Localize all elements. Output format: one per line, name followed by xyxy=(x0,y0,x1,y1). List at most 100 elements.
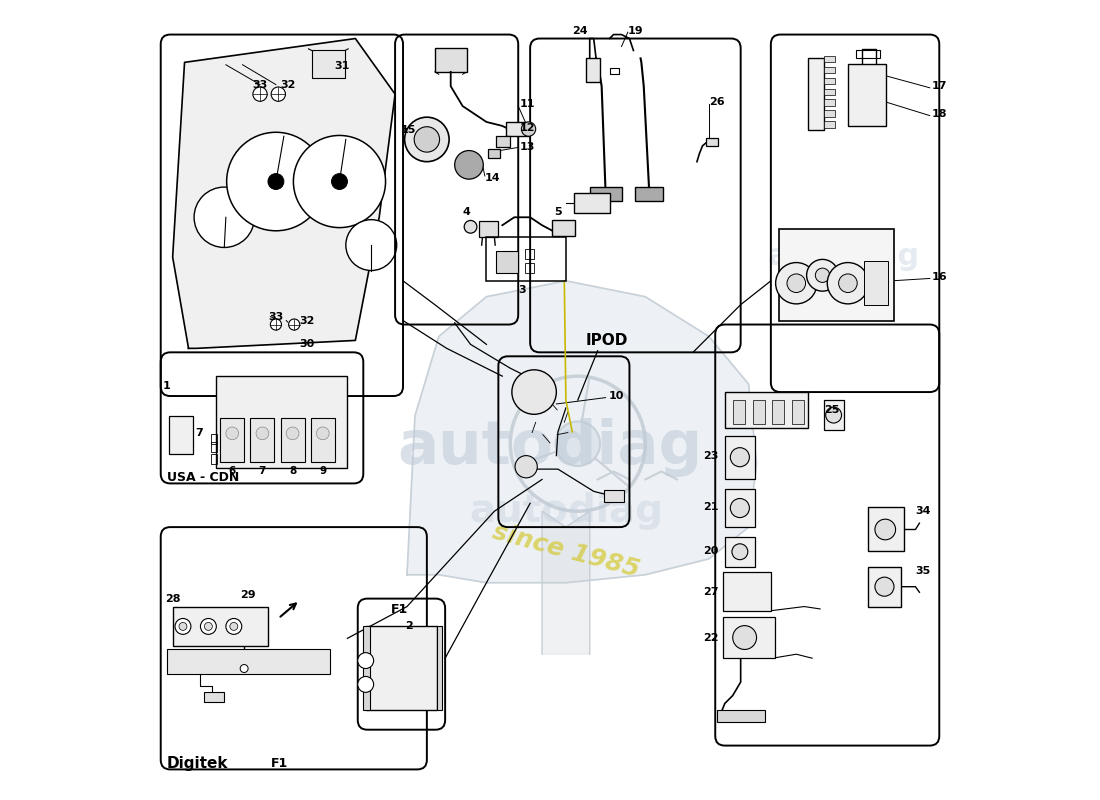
Bar xyxy=(772,400,784,424)
Bar xyxy=(173,606,268,646)
Bar xyxy=(506,122,529,136)
Circle shape xyxy=(730,448,749,466)
Text: autodiag: autodiag xyxy=(397,418,703,477)
Bar xyxy=(752,400,764,424)
Bar xyxy=(280,418,305,462)
Bar xyxy=(205,692,224,702)
Bar xyxy=(856,50,880,58)
Circle shape xyxy=(200,618,217,634)
Bar xyxy=(211,442,217,452)
Circle shape xyxy=(454,150,483,179)
Circle shape xyxy=(358,653,374,669)
Text: 29: 29 xyxy=(240,590,256,600)
Bar xyxy=(725,436,755,479)
Bar xyxy=(590,187,621,202)
Text: 16: 16 xyxy=(932,272,947,282)
Circle shape xyxy=(464,221,477,233)
Bar xyxy=(552,221,574,236)
Circle shape xyxy=(286,427,299,440)
Circle shape xyxy=(268,174,284,190)
Bar xyxy=(868,507,903,551)
Polygon shape xyxy=(407,281,757,582)
Circle shape xyxy=(194,187,254,247)
Bar xyxy=(488,149,499,158)
Text: 30: 30 xyxy=(300,339,315,350)
Circle shape xyxy=(226,427,239,440)
Circle shape xyxy=(874,519,895,540)
Circle shape xyxy=(730,498,749,518)
Bar xyxy=(792,400,804,424)
Text: 33: 33 xyxy=(253,80,268,90)
Text: 2: 2 xyxy=(405,622,412,631)
Text: F1: F1 xyxy=(390,603,408,616)
Circle shape xyxy=(240,665,249,673)
Bar xyxy=(167,649,330,674)
Bar xyxy=(733,400,745,424)
Circle shape xyxy=(733,626,757,650)
Bar xyxy=(725,537,755,567)
Bar xyxy=(496,250,518,273)
Text: 1: 1 xyxy=(163,381,170,390)
Text: 7: 7 xyxy=(195,428,202,438)
Text: autodiag: autodiag xyxy=(469,492,663,530)
Bar xyxy=(824,110,835,117)
Bar xyxy=(251,418,274,462)
Bar xyxy=(217,376,348,467)
Bar xyxy=(824,400,844,430)
Circle shape xyxy=(815,268,829,282)
Text: 4: 4 xyxy=(463,206,471,217)
Text: 34: 34 xyxy=(915,506,931,516)
Circle shape xyxy=(776,262,817,304)
Text: 8: 8 xyxy=(289,466,296,477)
Bar xyxy=(437,626,442,710)
Text: since 1985: since 1985 xyxy=(795,288,893,306)
Bar xyxy=(525,263,535,273)
Text: 5: 5 xyxy=(554,206,562,217)
Text: USA - CDN: USA - CDN xyxy=(167,471,240,484)
Text: F1: F1 xyxy=(272,758,288,770)
Circle shape xyxy=(253,87,267,102)
Circle shape xyxy=(179,622,187,630)
Bar xyxy=(824,121,835,127)
Text: 26: 26 xyxy=(708,97,725,107)
Bar xyxy=(868,567,901,606)
Bar xyxy=(824,89,835,95)
Bar xyxy=(824,67,835,74)
Circle shape xyxy=(256,427,268,440)
Bar xyxy=(486,237,565,281)
Circle shape xyxy=(786,274,805,293)
Circle shape xyxy=(227,132,326,230)
Text: 10: 10 xyxy=(608,391,624,401)
Text: 20: 20 xyxy=(703,546,718,556)
Text: 33: 33 xyxy=(268,311,284,322)
Text: 17: 17 xyxy=(932,81,947,91)
Text: autodiag: autodiag xyxy=(768,242,920,271)
Circle shape xyxy=(512,370,557,414)
Circle shape xyxy=(358,677,374,692)
Text: 22: 22 xyxy=(703,634,718,643)
Text: 15: 15 xyxy=(400,125,416,135)
Text: 19: 19 xyxy=(628,26,643,35)
Bar xyxy=(525,249,535,258)
Text: 11: 11 xyxy=(520,99,536,110)
Text: Digitek: Digitek xyxy=(167,756,229,771)
Bar xyxy=(168,416,192,454)
Bar xyxy=(723,572,771,610)
Circle shape xyxy=(230,622,238,630)
Bar xyxy=(586,58,601,82)
Circle shape xyxy=(521,122,536,136)
Text: 14: 14 xyxy=(485,173,501,182)
Bar xyxy=(365,626,437,710)
Text: 32: 32 xyxy=(300,315,315,326)
Text: 13: 13 xyxy=(520,142,536,152)
Text: 25: 25 xyxy=(824,406,839,415)
Bar xyxy=(604,490,624,502)
Text: 7: 7 xyxy=(258,466,266,477)
Bar xyxy=(211,434,217,444)
Circle shape xyxy=(827,262,869,304)
Bar xyxy=(824,99,835,106)
Circle shape xyxy=(271,319,282,330)
Circle shape xyxy=(317,427,329,440)
Text: 12: 12 xyxy=(520,123,536,134)
Bar xyxy=(434,48,466,72)
